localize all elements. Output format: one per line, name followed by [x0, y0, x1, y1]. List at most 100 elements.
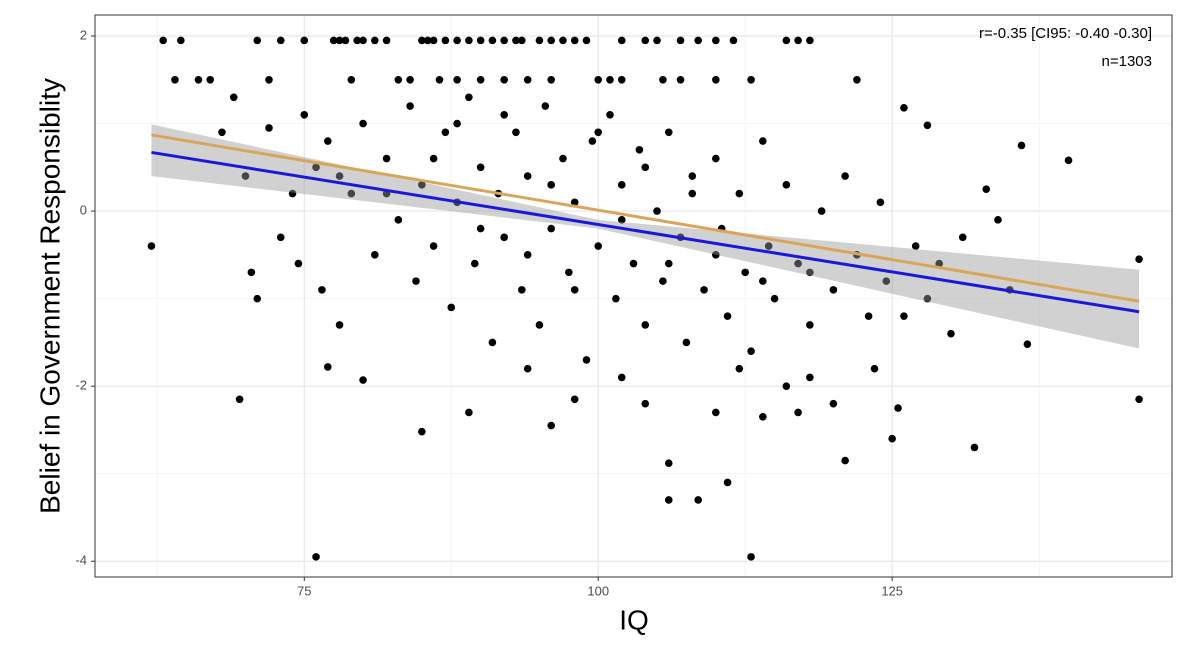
- point: [523, 251, 532, 259]
- point: [453, 119, 461, 128]
- point: [241, 172, 250, 180]
- point: [782, 181, 791, 189]
- point: [723, 478, 732, 487]
- point: [747, 75, 755, 84]
- fit-line: [151, 133, 1140, 303]
- point: [353, 36, 361, 45]
- point: [288, 189, 297, 198]
- point: [794, 259, 802, 268]
- point: [535, 321, 544, 329]
- point: [712, 408, 720, 417]
- point: [970, 443, 979, 452]
- point: [229, 93, 238, 102]
- point: [876, 198, 885, 207]
- point: [418, 36, 426, 45]
- point: [694, 496, 702, 504]
- point: [782, 382, 791, 390]
- point: [582, 356, 591, 364]
- point: [923, 294, 932, 303]
- point: [453, 75, 461, 84]
- point: [700, 286, 708, 294]
- point: [335, 321, 344, 329]
- point: [147, 242, 156, 250]
- point: [664, 496, 673, 504]
- point: [900, 103, 908, 112]
- point: [476, 163, 485, 172]
- point: [476, 36, 485, 45]
- point: [565, 268, 573, 277]
- point: [682, 338, 691, 347]
- point: [359, 119, 367, 128]
- point: [347, 75, 356, 84]
- point: [935, 259, 943, 268]
- confidence-band: [151, 124, 1140, 349]
- point: [782, 36, 791, 45]
- point: [500, 36, 508, 45]
- point: [518, 36, 526, 45]
- point: [747, 553, 755, 561]
- point: [406, 75, 414, 84]
- point: [688, 189, 697, 198]
- point: [512, 36, 520, 45]
- point: [276, 36, 285, 45]
- point: [406, 102, 414, 110]
- x-axis-title: IQ: [619, 604, 649, 635]
- point: [429, 154, 438, 163]
- point: [570, 36, 579, 45]
- point: [523, 172, 532, 180]
- point: [547, 36, 555, 45]
- point: [712, 36, 720, 45]
- point: [500, 110, 508, 119]
- point: [764, 242, 773, 250]
- point: [958, 233, 967, 242]
- point: [324, 363, 332, 371]
- point: [441, 128, 450, 137]
- point: [888, 434, 896, 443]
- y-tick-label: 2: [80, 27, 87, 42]
- point: [617, 75, 626, 84]
- point: [676, 36, 685, 45]
- point: [312, 553, 320, 561]
- point: [794, 36, 802, 45]
- point: [559, 154, 567, 163]
- point: [294, 259, 303, 268]
- point: [382, 36, 391, 45]
- x-tick-label: 125: [881, 583, 903, 598]
- point: [523, 364, 532, 373]
- point: [547, 421, 555, 430]
- point: [570, 395, 579, 404]
- point: [347, 189, 356, 198]
- point: [741, 268, 749, 277]
- annotation: r=-0.35 [CI95: -0.40 -0.30]: [979, 25, 1152, 42]
- point: [382, 154, 391, 163]
- point: [723, 312, 732, 320]
- point: [1017, 141, 1026, 150]
- point: [606, 75, 614, 84]
- point: [465, 408, 473, 417]
- point: [641, 36, 650, 45]
- y-tick-label: 0: [80, 203, 87, 218]
- annotation: n=1303: [1102, 53, 1152, 70]
- point: [806, 36, 814, 45]
- marks: [147, 36, 1143, 561]
- point: [253, 294, 262, 303]
- point: [300, 110, 309, 119]
- point: [841, 172, 849, 180]
- point: [541, 102, 550, 110]
- point: [664, 259, 673, 268]
- point: [1135, 255, 1143, 264]
- point: [759, 413, 767, 421]
- point: [371, 36, 379, 45]
- point: [570, 198, 579, 207]
- point: [559, 36, 567, 45]
- point: [300, 36, 309, 45]
- grid: [95, 15, 1172, 577]
- point: [617, 36, 626, 45]
- point: [606, 110, 614, 119]
- fit-line: [151, 150, 1140, 314]
- point: [465, 36, 473, 45]
- point: [247, 268, 256, 277]
- point: [659, 75, 667, 84]
- point: [423, 36, 432, 45]
